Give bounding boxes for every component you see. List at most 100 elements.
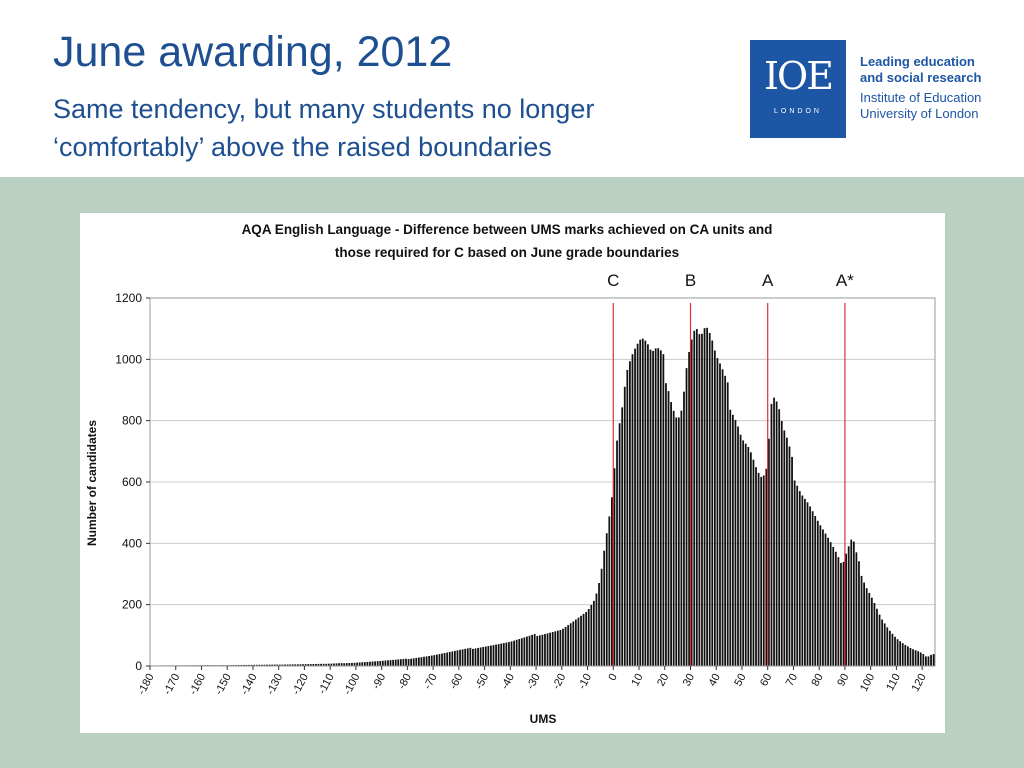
histogram-bar: [747, 446, 750, 666]
histogram-bar: [508, 642, 510, 666]
histogram-bar: [363, 662, 366, 666]
ioe-logo-city: LONDON: [774, 108, 822, 115]
histogram-bar: [703, 328, 706, 666]
histogram-bar: [930, 654, 932, 666]
histogram-bar: [726, 382, 729, 666]
x-tick-label: 50: [732, 672, 748, 688]
histogram-bar: [814, 515, 817, 666]
histogram-bar: [654, 348, 657, 666]
histogram-bar: [863, 582, 866, 666]
boundary-label-A: A: [762, 271, 774, 290]
histogram-bar: [536, 636, 539, 666]
histogram-bar: [755, 467, 757, 666]
histogram-bar: [829, 542, 832, 666]
histogram-bar: [351, 662, 353, 666]
histogram-bar: [541, 634, 544, 666]
histogram-bar: [760, 476, 763, 666]
histogram-bar: [914, 650, 917, 666]
histogram-bar: [906, 646, 909, 666]
histogram-bar: [474, 648, 477, 666]
histogram-bar: [600, 568, 603, 666]
histogram-bar: [487, 646, 490, 666]
histogram-bar: [392, 659, 395, 666]
histogram-bar: [582, 613, 585, 666]
histogram-bar: [598, 583, 600, 666]
ioe-org-name: Institute of Education University of Lon…: [860, 90, 981, 122]
histogram-bar: [811, 511, 814, 666]
histogram-bar: [616, 440, 618, 666]
histogram-bar: [327, 663, 330, 666]
histogram-bar: [677, 417, 680, 666]
histogram-bar: [420, 657, 423, 666]
histogram-bar: [335, 663, 338, 666]
histogram-bar: [837, 557, 840, 666]
histogram-bar: [433, 655, 436, 666]
histogram-bar: [472, 648, 474, 666]
histogram-bar: [744, 443, 747, 666]
x-tick-label: -150: [213, 672, 234, 697]
histogram-bar: [490, 645, 492, 666]
y-tick-label: 1200: [115, 291, 142, 305]
histogram-bar: [410, 658, 413, 666]
histogram-bar: [721, 369, 724, 666]
histogram-bar: [917, 651, 920, 666]
histogram-bar: [626, 369, 629, 666]
histogram-bar: [734, 419, 737, 666]
histogram-bar: [742, 440, 745, 666]
histogram-bar: [613, 468, 616, 666]
histogram-bar: [302, 664, 304, 666]
ioe-logo-letters: IOE: [764, 54, 834, 98]
histogram-bar: [464, 648, 467, 666]
histogram-bar: [549, 632, 552, 666]
x-tick-label: -120: [290, 672, 311, 697]
histogram-bar: [242, 664, 245, 666]
histogram-bar: [662, 354, 665, 666]
histogram-bar: [333, 663, 335, 666]
histogram-bar: [278, 664, 281, 666]
histogram-bar: [786, 437, 788, 666]
histogram-bar: [765, 468, 768, 666]
histogram-chart: AQA English Language - Difference betwee…: [85, 222, 936, 726]
histogram-bar: [482, 647, 485, 666]
histogram-bar: [459, 649, 461, 666]
histogram-bar: [878, 614, 881, 666]
histogram-bar: [919, 652, 922, 666]
histogram-bar: [538, 635, 541, 666]
histogram-bar: [245, 664, 248, 666]
histogram-bar: [888, 630, 891, 666]
histogram-bar: [840, 563, 842, 666]
histogram-bar: [876, 608, 878, 666]
ioe-logo-mark: IOE LONDON: [750, 40, 846, 138]
histogram-bar: [605, 533, 608, 666]
histogram-bar: [544, 634, 546, 666]
histogram-bar: [665, 383, 667, 666]
histogram-bar: [688, 351, 690, 666]
chart-panel: AQA English Language - Difference betwee…: [80, 213, 945, 733]
histogram-bar: [690, 339, 693, 666]
histogram-bar: [286, 664, 289, 666]
histogram-bar: [361, 662, 364, 666]
histogram-bar: [448, 651, 451, 666]
histogram-bar: [912, 649, 914, 666]
histogram-bar: [791, 456, 793, 666]
histogram-bar: [371, 661, 374, 666]
histogram-bar: [827, 537, 829, 666]
histogram-bar: [672, 410, 675, 666]
histogram-bar: [533, 634, 536, 666]
subtitle-line-2: ‘comfortably’ above the raised boundarie…: [53, 132, 552, 162]
histogram-bar: [891, 633, 894, 666]
histogram-bar: [466, 648, 469, 666]
histogram-bar: [250, 664, 253, 666]
histogram-bar: [801, 495, 804, 666]
histogram-bar: [737, 426, 739, 666]
x-tick-label: -180: [136, 672, 157, 697]
histogram-bar: [641, 338, 644, 666]
x-tick-label: 40: [707, 672, 723, 688]
histogram-bar: [417, 657, 420, 666]
histogram-bar: [675, 417, 678, 666]
histogram-bar: [773, 397, 775, 666]
boundary-label-A*: A*: [836, 271, 854, 290]
x-tick-label: 110: [884, 672, 903, 693]
histogram-bar: [428, 655, 431, 666]
histogram-bar: [526, 636, 528, 666]
